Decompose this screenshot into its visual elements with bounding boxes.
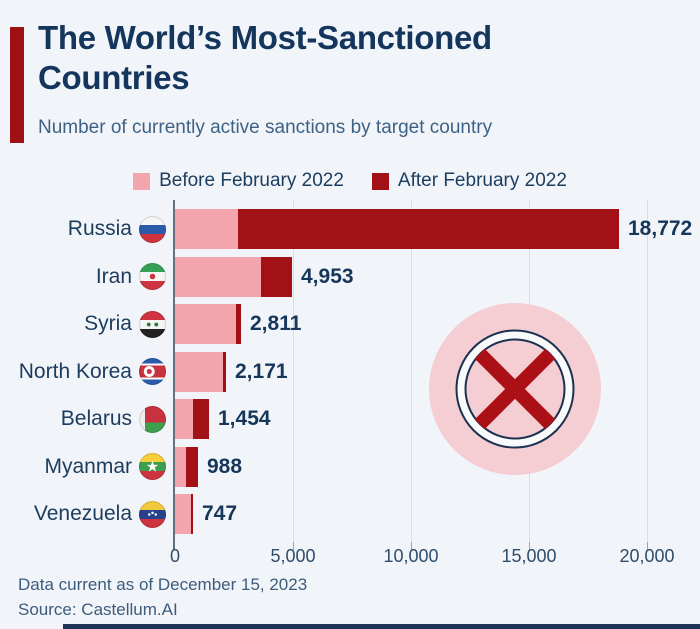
axis-tick: [411, 542, 412, 550]
value-label: 747: [202, 502, 238, 525]
before-swatch-icon: [133, 172, 151, 190]
bar-segment-after: [236, 304, 241, 344]
bar-segment-before: [175, 399, 193, 439]
y-axis-line: [173, 200, 175, 550]
syria-flag-icon: [139, 310, 166, 338]
north-korea-flag-icon: [139, 358, 166, 385]
bottom-accent-strip: [63, 624, 700, 629]
country-name: North Korea: [18, 359, 132, 383]
page-title: The World’s Most-Sanctioned Countries: [38, 19, 492, 96]
after-swatch-icon: [371, 172, 389, 190]
country-label: Russia: [0, 209, 166, 249]
legend-after-label: After February 2022: [397, 170, 567, 191]
bar-segment-before: [175, 304, 236, 344]
bar-row-belarus: Belarus 1,454: [0, 399, 700, 439]
sanction-stamp-icon: [429, 303, 601, 475]
country-name: Myanmar: [44, 454, 132, 478]
gridline-10000: [411, 200, 412, 542]
gridline-5000: [293, 200, 294, 542]
page-subtitle: Number of currently active sanctions by …: [38, 117, 493, 138]
legend-item-after: After February 2022: [371, 170, 567, 192]
bar: 1,454: [175, 399, 271, 439]
iran-flag-icon: [139, 263, 166, 290]
x-tick-label: 0: [169, 546, 180, 566]
title-accent-bar: [10, 27, 24, 143]
bar: 747: [175, 494, 237, 534]
bar-segment-after: [193, 399, 209, 439]
country-name: Russia: [67, 217, 132, 240]
axis-tick: [647, 542, 648, 550]
bar: 988: [175, 446, 243, 487]
country-label: Syria: [0, 304, 166, 344]
bar: 2,811: [175, 304, 301, 344]
x-tick-label: 5,000: [270, 546, 316, 566]
bar-segment-after: [191, 494, 193, 534]
bar-row-myanmar: Myanmar 988: [0, 446, 700, 487]
bar-rows: Russia 18,772 Iran 4,953: [0, 209, 700, 542]
country-name: Venezuela: [33, 502, 132, 525]
bar-segment-before: [175, 494, 191, 534]
belarus-flag-icon: [139, 405, 166, 433]
bar-row-russia: Russia 18,772: [0, 209, 700, 249]
value-label: 2,811: [250, 312, 302, 335]
data-currency-note: Data current as of December 15, 2023: [18, 575, 308, 594]
russia-flag-icon: [139, 215, 166, 243]
myanmar-flag-icon: [139, 453, 166, 480]
country-label: Myanmar: [0, 447, 166, 487]
legend-before-label: Before February 2022: [159, 170, 344, 191]
x-tick-label: 10,000: [383, 546, 439, 566]
bar-row-iran: Iran 4,953: [0, 256, 700, 297]
bar-row-venezuela: Venezuela 747: [0, 494, 700, 534]
bar: 2,171: [175, 351, 288, 392]
bar-segment-after: [186, 446, 198, 487]
axis-tick: [293, 542, 294, 550]
legend: Before February 2022 After February 2022: [0, 168, 700, 194]
x-tick-label: 20,000: [619, 546, 675, 566]
bar-row-syria: Syria 2,811: [0, 304, 700, 344]
bar-segment-after: [223, 351, 226, 392]
bar-segment-before: [175, 446, 186, 487]
bar-segment-after: [238, 209, 619, 249]
bar-row-north-korea: North Korea 2,171: [0, 351, 700, 392]
venezuela-flag-icon: [139, 500, 166, 528]
country-name: Iran: [95, 264, 132, 288]
legend-item-before: Before February 2022: [133, 170, 344, 192]
bar: 4,953: [175, 256, 354, 297]
value-label: 2,171: [235, 359, 288, 383]
axis-tick: [529, 542, 530, 550]
source-note: Source: Castellum.AI: [18, 600, 178, 619]
country-label: North Korea: [0, 352, 166, 392]
gridline-20000: [647, 200, 648, 542]
bar-segment-before: [175, 209, 238, 249]
country-label: Belarus: [0, 399, 166, 439]
x-tick-label: 15,000: [501, 546, 557, 566]
bar-segment-before: [175, 351, 223, 392]
bar-segment-before: [175, 256, 261, 297]
value-label: 988: [207, 454, 243, 478]
country-name: Syria: [84, 312, 132, 335]
country-name: Belarus: [60, 407, 132, 430]
bar-segment-after: [261, 256, 292, 297]
value-label: 1,454: [218, 407, 271, 430]
country-label: Venezuela: [0, 494, 166, 534]
value-label: 18,772: [628, 217, 693, 240]
value-label: 4,953: [301, 264, 354, 288]
bar: 18,772: [175, 209, 692, 249]
country-label: Iran: [0, 257, 166, 297]
